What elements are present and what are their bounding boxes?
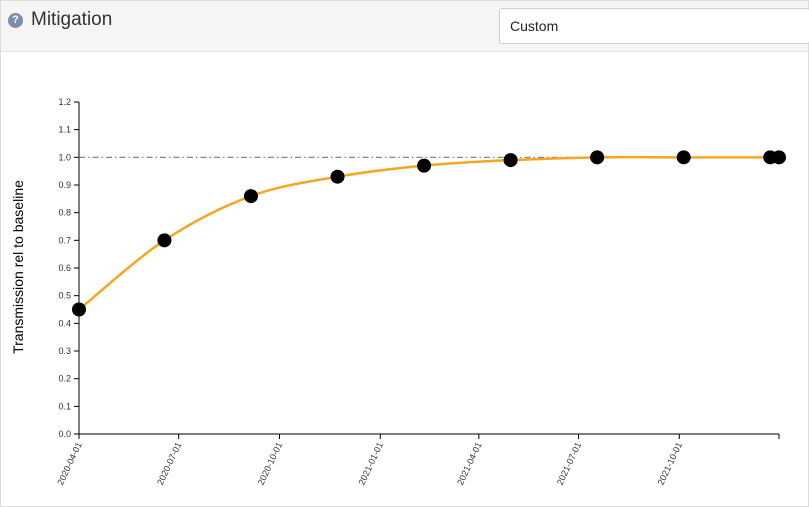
y-axis: 0.0 0.1 0.2 0.3 0.4 0.5 0.6 0.7 0.8 0.9 1.0 1.1 1.2 <box>58 97 80 439</box>
control-point[interactable] <box>330 169 345 184</box>
help-icon[interactable]: ? <box>8 13 23 28</box>
y-axis-label: Transmission rel to baseline <box>10 180 26 354</box>
y-tick-label: 0.6 <box>58 263 71 273</box>
control-point[interactable] <box>590 150 605 165</box>
y-tick-label: 0.9 <box>58 180 71 190</box>
y-tick-label: 0.2 <box>58 374 71 384</box>
plot-area <box>72 150 786 317</box>
y-tick-label: 0.8 <box>58 208 71 218</box>
x-tick-label: 2021-07-01 <box>555 441 584 487</box>
mitigation-preset-select[interactable]: Custom <box>499 8 809 44</box>
control-point[interactable] <box>676 150 691 165</box>
panel-header: ? Mitigation Custom <box>1 1 809 52</box>
control-point[interactable] <box>417 158 432 173</box>
x-tick-label: 2020-07-01 <box>155 441 184 487</box>
y-tick-label: 1.0 <box>58 152 71 162</box>
control-point[interactable] <box>72 302 86 317</box>
control-point[interactable] <box>157 233 172 248</box>
panel-title: Mitigation <box>31 9 113 30</box>
x-tick-label: 2020-04-01 <box>55 441 84 487</box>
y-tick-label: 0.7 <box>58 235 71 245</box>
x-tick-label: 2021-10-01 <box>656 441 685 487</box>
control-point[interactable] <box>243 189 258 204</box>
x-tick-label: 2020-10-01 <box>256 441 285 487</box>
x-tick-label: 2021-04-01 <box>455 441 484 487</box>
y-tick-label: 0.0 <box>58 429 71 439</box>
y-tick-label: 0.1 <box>58 401 71 411</box>
y-tick-label: 1.1 <box>58 125 71 135</box>
control-point[interactable] <box>772 150 786 165</box>
y-tick-label: 0.3 <box>58 346 71 356</box>
transmission-curve <box>78 155 782 311</box>
y-tick-label: 0.4 <box>58 318 71 328</box>
x-tick-label: 2021-01-01 <box>357 441 386 487</box>
x-axis: 2020-04-01 2020-07-01 2020-10-01 2021-01-01… <box>55 433 780 487</box>
control-point[interactable] <box>503 153 518 168</box>
y-tick-label: 1.2 <box>58 97 71 107</box>
mitigation-chart: 0.00.10.20.30.40.50.60.70.80.91.01.11.2 … <box>10 97 786 487</box>
y-tick-label: 0.5 <box>58 291 71 301</box>
